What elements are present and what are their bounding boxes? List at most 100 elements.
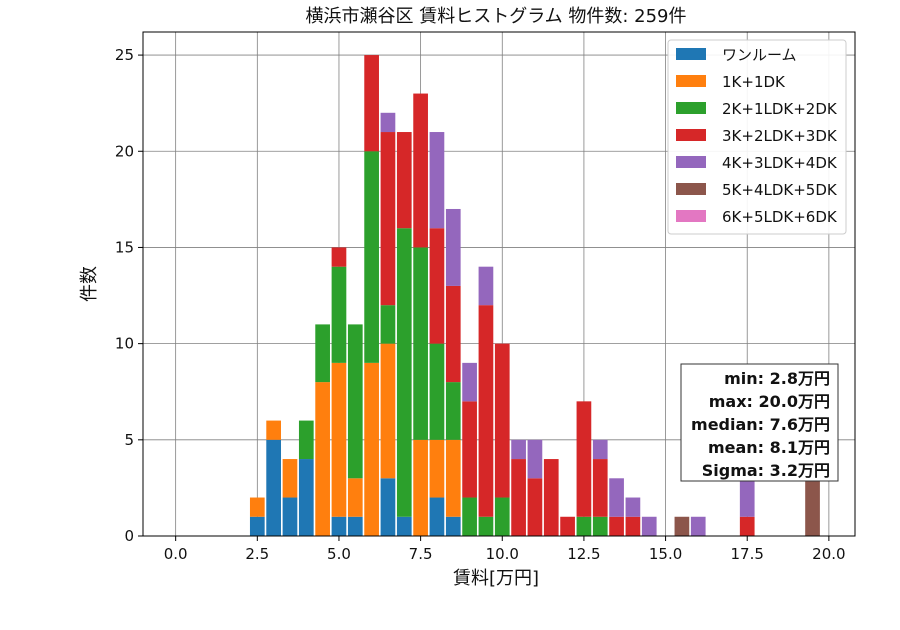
bar-5-6 [511, 439, 526, 460]
y-axis-label: 件数 [79, 266, 100, 302]
x-tick-label: 7.5 [409, 545, 433, 563]
bar-5-5 [478, 266, 494, 306]
x-tick-label: 15.0 [649, 545, 682, 563]
legend-label: ワンルーム [722, 46, 797, 64]
x-axis-ticks: 0.0 2.5 5.0 7.5 10.0 12.5 15.0 17.5 20.0 [164, 536, 846, 563]
bar-4-5 [413, 93, 428, 248]
y-tick-label: 10 [115, 335, 134, 353]
legend-swatch-4 [676, 129, 706, 141]
y-tick-label: 5 [124, 431, 134, 449]
stats-box: min: 2.8万円 max: 20.0万円 median: 7.6万円 mean: … [680, 363, 839, 482]
bar-4-4 [396, 132, 412, 229]
bar-4-13 [543, 459, 559, 536]
bar-1-6 [347, 516, 363, 536]
bar-4-14 [560, 516, 575, 536]
bar-5-13 [739, 478, 755, 517]
bar-4-17 [609, 516, 624, 536]
chart-title: 横浜市瀬谷区 賃料ヒストグラム 物件数: 259件 [305, 6, 686, 27]
bar-1-8 [396, 516, 412, 536]
legend: ワンルーム 1K+1DK 2K+1LDK+2DK 3K+2LDK+3DK 4K+3LDK… [667, 39, 847, 235]
legend-swatch-2 [676, 75, 706, 87]
legend-swatch-1 [676, 48, 706, 60]
bar-3-11 [462, 497, 477, 536]
bar-3-2 [315, 324, 330, 383]
bar-5-2 [429, 132, 445, 229]
bar-3-6 [380, 305, 396, 344]
legend-swatch-6 [676, 183, 706, 195]
stats-line: mean: 8.1万円 [708, 438, 830, 457]
bar-3-3 [331, 266, 347, 363]
x-tick-label: 17.5 [731, 545, 764, 563]
stats-line: min: 2.8万円 [724, 369, 830, 388]
bar-3-14 [576, 516, 592, 536]
bar-5-1 [380, 112, 396, 133]
bar-1-1 [249, 516, 265, 536]
stats-line: median: 7.6万円 [691, 415, 830, 434]
legend-swatch-5 [676, 156, 706, 168]
bar-1-4 [298, 459, 314, 536]
bar-4-1 [331, 247, 347, 267]
legend-label: 5K+4LDK+5DK [722, 181, 838, 199]
bar-3-1 [298, 420, 314, 460]
legend-label: 2K+1LDK+2DK [722, 100, 838, 118]
stats-frame [680, 363, 839, 482]
bar-6-2 [805, 478, 820, 536]
bar-4-7 [445, 285, 461, 383]
y-tick-label: 15 [115, 238, 134, 256]
x-tick-label: 5.0 [327, 545, 351, 563]
bar-2-6 [347, 478, 363, 517]
bar-3-12 [478, 516, 494, 536]
bar-4-16 [592, 459, 608, 517]
legend-label: 4K+3LDK+4DK [722, 154, 838, 172]
x-tick-label: 20.0 [812, 545, 845, 563]
legend-swatch-3 [676, 102, 706, 114]
bar-3-10 [445, 382, 461, 440]
plot-frame [142, 31, 856, 537]
bar-4-18 [625, 516, 641, 536]
bar-3-15 [592, 516, 608, 536]
bar-1-5 [331, 516, 347, 536]
bar-5-11 [641, 516, 657, 536]
bar-1-3 [282, 497, 298, 536]
legend-swatch-7 [676, 210, 706, 222]
bar-5-10 [625, 497, 641, 517]
bar-3-8 [413, 247, 428, 440]
bar-4-12 [527, 478, 543, 536]
bar-6-1 [674, 516, 690, 536]
bar-2-10 [429, 439, 445, 498]
bar-5-8 [592, 439, 608, 460]
bar-5-3 [445, 208, 461, 286]
bar-1-9 [429, 497, 445, 536]
bar-2-1 [249, 497, 265, 517]
bar-2-5 [331, 362, 347, 517]
bar-5-4 [462, 362, 477, 402]
y-tick-label: 0 [124, 527, 134, 545]
bar-4-19 [739, 516, 755, 536]
bar-2-11 [445, 439, 461, 517]
bar-4-6 [429, 228, 445, 344]
bar-4-15 [576, 401, 592, 517]
stats-line: max: 20.0万円 [709, 392, 830, 411]
bar-4-10 [494, 343, 510, 498]
x-tick-label: 12.5 [567, 545, 600, 563]
x-tick-label: 10.0 [486, 545, 519, 563]
bar-5-7 [527, 439, 543, 479]
bar-3-5 [364, 151, 379, 363]
x-tick-label: 2.5 [245, 545, 269, 563]
bar-1-2 [266, 439, 281, 536]
legend-label: 1K+1DK [722, 73, 786, 91]
bar-4-2 [364, 55, 379, 152]
x-tick-label: 0.0 [164, 545, 188, 563]
bar-2-8 [380, 343, 396, 479]
y-tick-label: 20 [115, 142, 134, 160]
legend-label: 3K+2LDK+3DK [722, 127, 838, 145]
bar-2-9 [413, 439, 428, 536]
bar-2-3 [282, 459, 298, 498]
bar-3-4 [347, 324, 363, 479]
x-axis-label: 賃料[万円] [453, 568, 539, 589]
bar-4-9 [478, 305, 494, 517]
bar-5-9 [609, 478, 624, 517]
stats-line: Sigma: 3.2万円 [702, 461, 830, 480]
bar-2-4 [315, 382, 330, 536]
